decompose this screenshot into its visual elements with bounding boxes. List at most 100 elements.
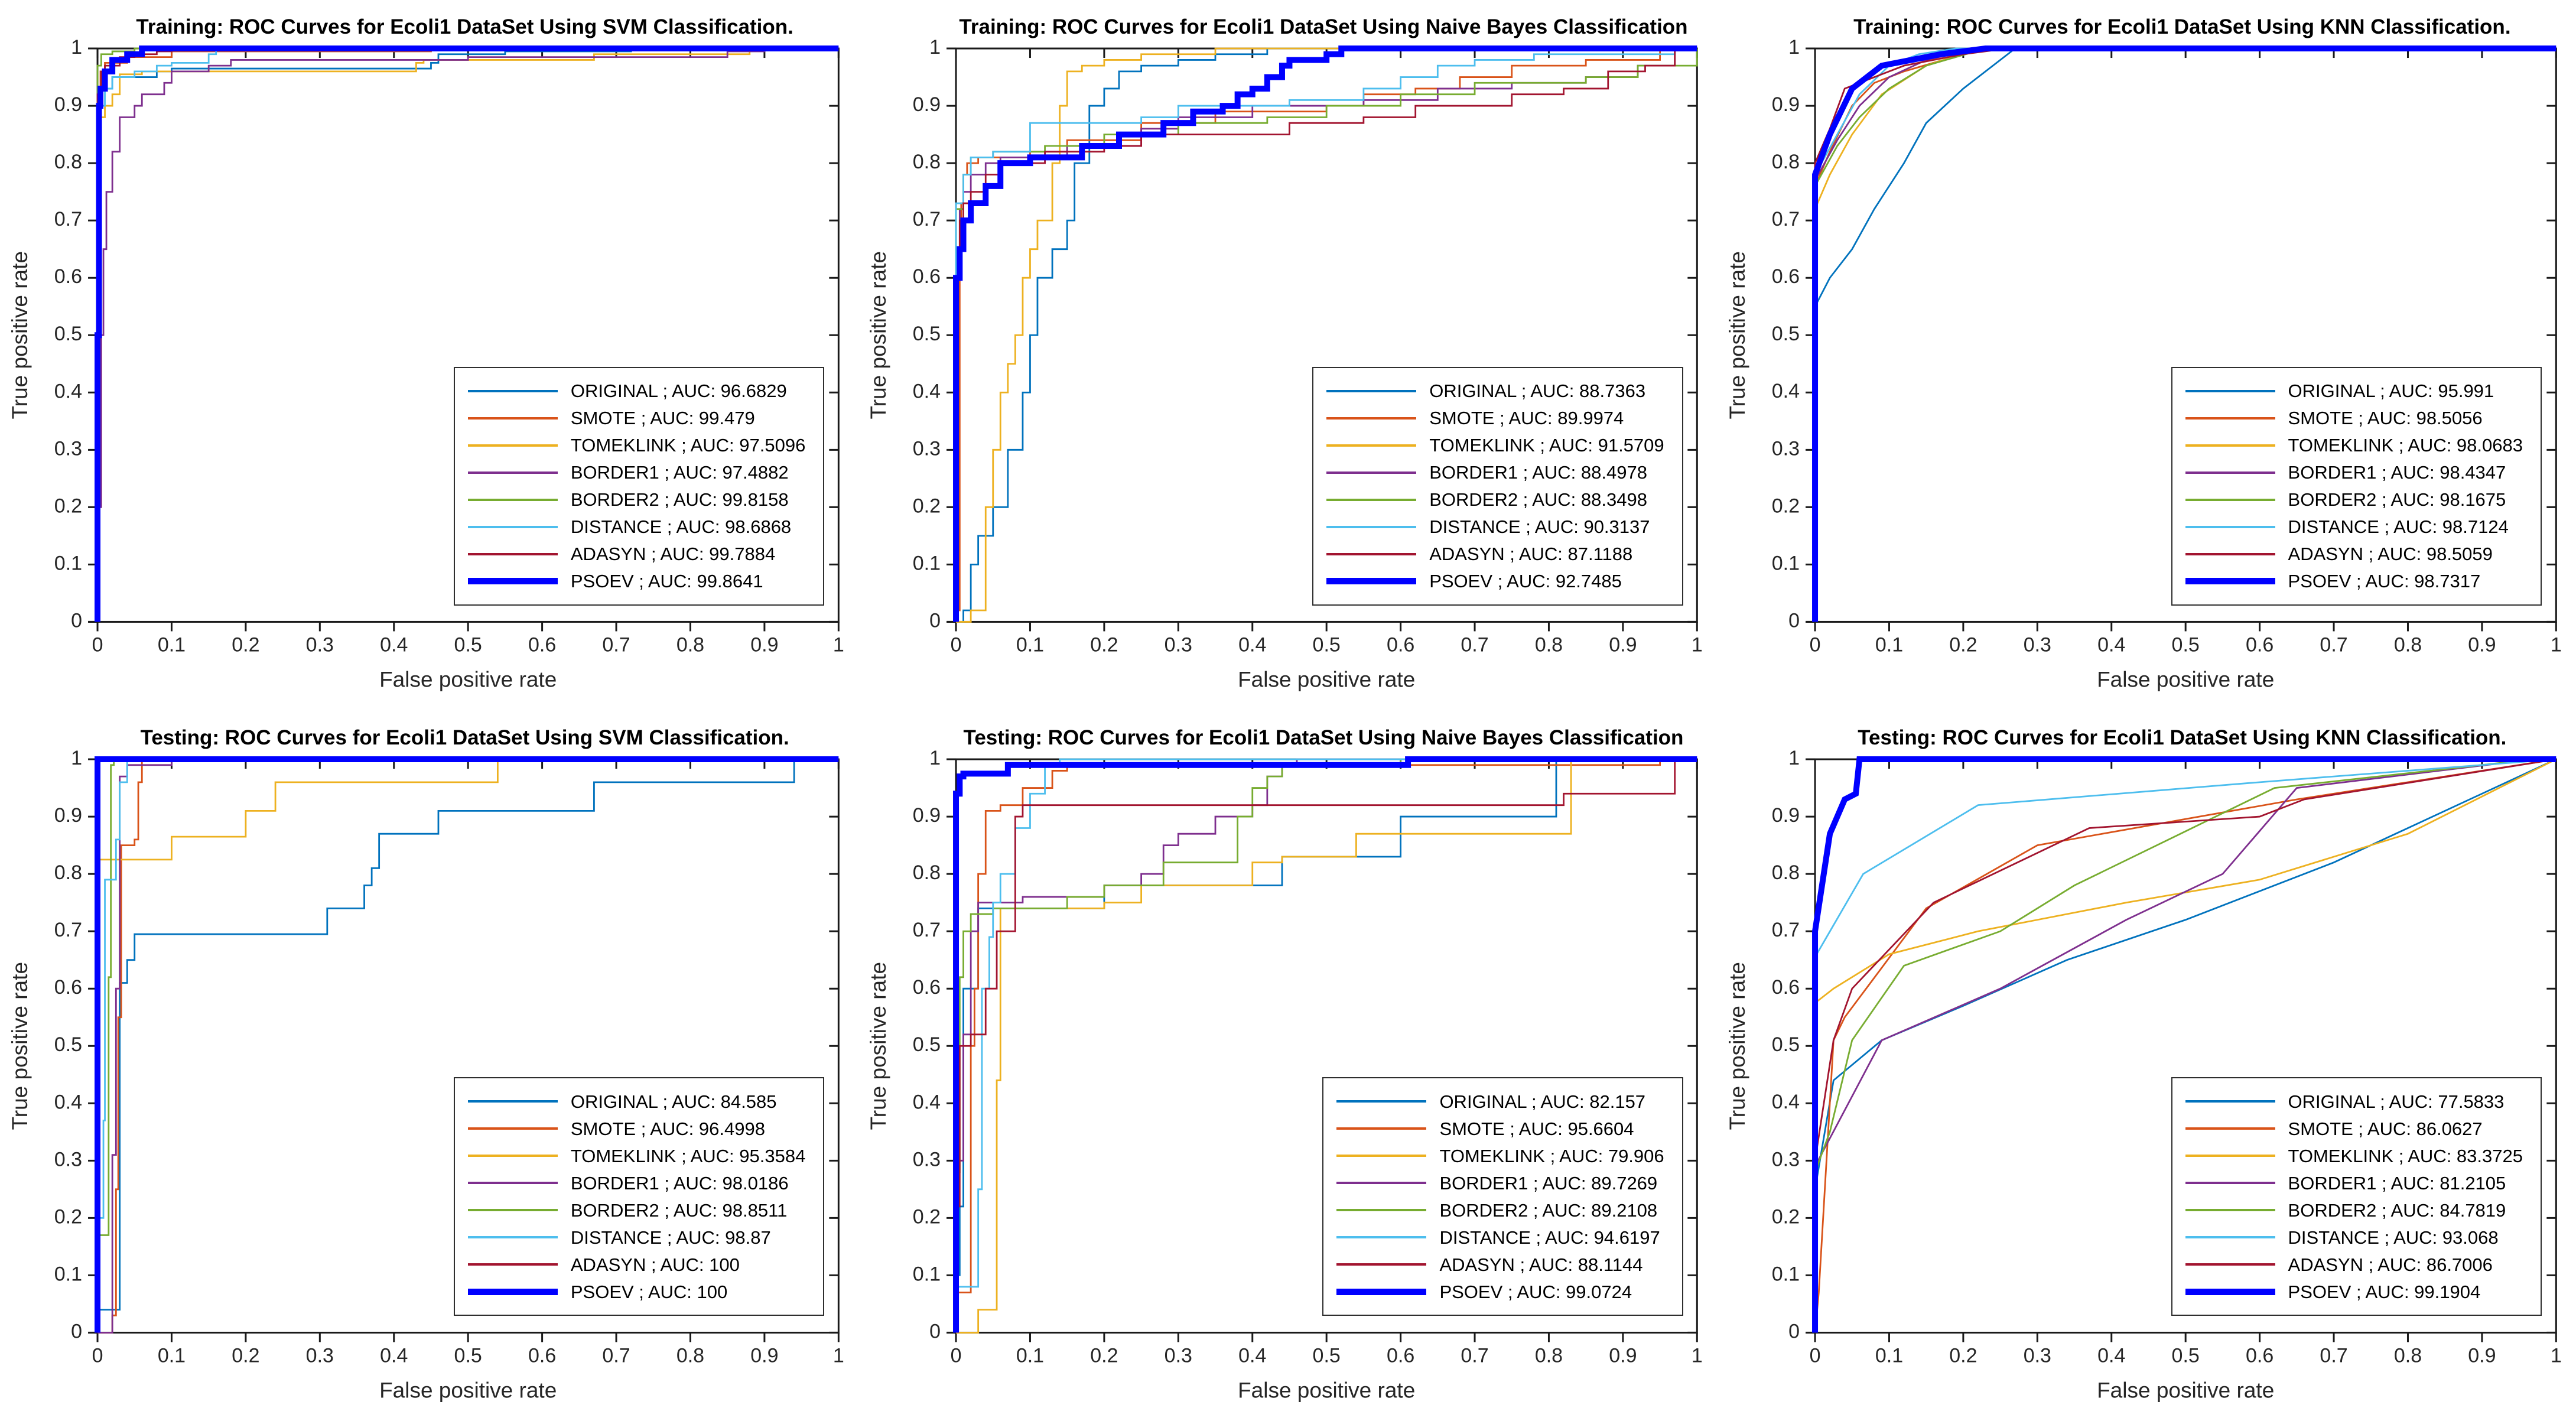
- y-tick-label: 0.2: [54, 495, 82, 517]
- y-tick-label: 0.8: [913, 151, 941, 173]
- x-tick-label: 0.2: [1949, 633, 1977, 656]
- roc-curve-adasyn: [955, 758, 1697, 1332]
- roc-curve-distance: [96, 47, 839, 622]
- legend-line-sample: [2185, 578, 2275, 584]
- x-tick-label: 0.9: [2468, 633, 2496, 656]
- y-tick-label: 0: [929, 1320, 941, 1342]
- y-axis-label: True positive rate: [8, 961, 32, 1130]
- legend-item: DISTANCE ; AUC: 93.068: [2185, 1224, 2523, 1251]
- chart-canvas: 0 0.1 0.2 0.3 0.4 0.5 0.6 0.7 0.8 0.9 1 0 0.1 0.2 0.3 0…: [1725, 36, 2562, 691]
- chart-canvas: 0 0.1 0.2 0.3 0.4 0.5 0.6 0.7 0.8 0.9 1 0 0.1 0.2 0.3 0…: [1725, 747, 2562, 1402]
- x-tick-label: 0.1: [158, 1344, 186, 1367]
- x-tick-label: 0.9: [750, 1344, 778, 1367]
- y-tick-label: 1: [1788, 36, 1800, 58]
- x-tick-label: 0.6: [2246, 1344, 2273, 1367]
- legend-line-sample: [467, 1236, 558, 1238]
- y-tick-label: 0.9: [54, 93, 82, 116]
- x-tick-label: 0: [1809, 1344, 1820, 1367]
- legend: ORIGINAL ; AUC: 96.6829 SMOTE ; AUC: 99.4…: [453, 366, 825, 606]
- x-tick-label: 0.3: [2023, 633, 2051, 656]
- y-tick-label: 0.8: [1771, 861, 1799, 884]
- legend-item-label: DISTANCE ; AUC: 90.3137: [1429, 516, 1650, 537]
- legend-item: DISTANCE ; AUC: 98.6868: [467, 513, 805, 541]
- legend-item: ORIGINAL ; AUC: 96.6829: [467, 378, 805, 405]
- plot-title: Testing: ROC Curves for Ecoli1 DataSet U…: [963, 726, 1684, 749]
- legend-item-label: BORDER2 ; AUC: 89.2108: [1439, 1199, 1658, 1221]
- legend-item-label: PSOEV ; AUC: 92.7485: [1429, 571, 1622, 591]
- legend-line-sample: [1326, 552, 1417, 555]
- y-tick-label: 0.4: [913, 380, 941, 402]
- y-tick-label: 0.7: [1771, 208, 1799, 230]
- roc-curve-smote: [97, 758, 839, 1334]
- y-tick-label: 0: [71, 1320, 82, 1342]
- legend-item-label: BORDER2 ; AUC: 98.1675: [2288, 489, 2506, 510]
- x-tick-label: 0.6: [1387, 1344, 1414, 1367]
- x-tick-label: 0.2: [232, 633, 259, 656]
- legend-line-sample: [2185, 1288, 2275, 1295]
- legend-item: PSOEV ; AUC: 100: [467, 1278, 805, 1305]
- x-tick-label: 0.5: [1313, 1344, 1341, 1367]
- x-axis-label: False positive rate: [379, 1378, 557, 1402]
- x-tick-label: 0.7: [1461, 633, 1489, 656]
- y-tick-label: 0.1: [913, 1263, 941, 1285]
- x-tick-label: 0.2: [1949, 1344, 1977, 1367]
- legend-item: BORDER1 ; AUC: 88.4978: [1326, 459, 1664, 486]
- legend-item: PSOEV ; AUC: 92.7485: [1326, 568, 1664, 595]
- roc-curve-psoev: [95, 45, 839, 622]
- y-tick-label: 0: [1788, 1320, 1800, 1342]
- legend-item-label: ADASYN ; AUC: 87.1188: [1429, 544, 1633, 564]
- x-tick-label: 0.1: [1875, 633, 1902, 656]
- y-tick-label: 0.7: [54, 919, 82, 941]
- legend-line-sample: [1336, 1182, 1427, 1184]
- roc-curve-border2: [1814, 758, 2556, 1332]
- y-tick-label: 0.4: [54, 1091, 82, 1113]
- legend-item: DISTANCE ; AUC: 90.3137: [1326, 513, 1664, 541]
- y-tick-label: 0.3: [54, 437, 82, 460]
- y-tick-label: 0.6: [1771, 265, 1799, 288]
- legend-item: TOMEKLINK ; AUC: 83.3725: [2185, 1142, 2523, 1169]
- legend-item-label: BORDER1 ; AUC: 98.0186: [570, 1172, 789, 1194]
- legend-line-sample: [1326, 498, 1417, 501]
- y-tick-label: 0.4: [913, 1091, 941, 1113]
- x-tick-label: 1: [833, 1344, 844, 1367]
- legend-item-label: TOMEKLINK ; AUC: 98.0683: [2288, 435, 2523, 456]
- legend-line-sample: [467, 1182, 558, 1184]
- x-tick-label: 0.6: [528, 1344, 556, 1367]
- x-tick-label: 0.6: [528, 633, 556, 656]
- x-tick-label: 0.4: [1238, 633, 1266, 656]
- legend-item-label: ADASYN ; AUC: 88.1144: [1439, 1254, 1643, 1275]
- y-tick-label: 0.3: [1771, 437, 1799, 460]
- x-tick-label: 0.3: [1165, 1344, 1192, 1367]
- legend-item-label: DISTANCE ; AUC: 98.87: [570, 1227, 771, 1248]
- legend-item-label: ORIGINAL ; AUC: 82.157: [1439, 1091, 1646, 1112]
- x-tick-label: 0.5: [1313, 633, 1341, 656]
- legend-item: BORDER2 ; AUC: 89.2108: [1336, 1196, 1664, 1224]
- y-tick-label: 0.9: [1771, 93, 1799, 116]
- x-tick-label: 0.5: [2171, 633, 2199, 656]
- x-tick-label: 0: [1809, 633, 1820, 656]
- legend-item: SMOTE ; AUC: 95.6604: [1336, 1115, 1664, 1142]
- x-tick-label: 0.2: [1091, 633, 1118, 656]
- y-tick-label: 0.5: [1771, 323, 1799, 345]
- legend-item-label: SMOTE ; AUC: 99.479: [570, 408, 755, 428]
- y-tick-label: 1: [1788, 747, 1800, 769]
- x-tick-label: 0.1: [1016, 633, 1044, 656]
- legend: ORIGINAL ; AUC: 77.5833 SMOTE ; AUC: 86.0…: [2171, 1077, 2542, 1316]
- legend-item-label: DISTANCE ; AUC: 98.6868: [570, 516, 792, 537]
- legend-line-sample: [2185, 525, 2275, 528]
- y-tick-label: 0: [1788, 609, 1800, 632]
- legend-line-sample: [467, 498, 558, 501]
- legend-item: BORDER2 ; AUC: 99.8158: [467, 486, 805, 513]
- x-axis-label: False positive rate: [1238, 667, 1415, 691]
- legend-item: SMOTE ; AUC: 89.9974: [1326, 405, 1664, 432]
- legend-item: BORDER1 ; AUC: 98.0186: [467, 1169, 805, 1196]
- roc-curve-original: [956, 47, 1697, 623]
- y-tick-label: 0.2: [1771, 1205, 1799, 1228]
- legend-item-label: SMOTE ; AUC: 98.5056: [2288, 408, 2483, 428]
- legend-item: ADASYN ; AUC: 98.5059: [2185, 541, 2523, 568]
- legend-item: ADASYN ; AUC: 87.1188: [1326, 541, 1664, 568]
- x-tick-label: 0.6: [2246, 633, 2273, 656]
- y-tick-label: 0.7: [913, 208, 941, 230]
- legend-item-label: DISTANCE ; AUC: 98.7124: [2288, 516, 2509, 537]
- legend-line-sample: [2185, 1209, 2275, 1211]
